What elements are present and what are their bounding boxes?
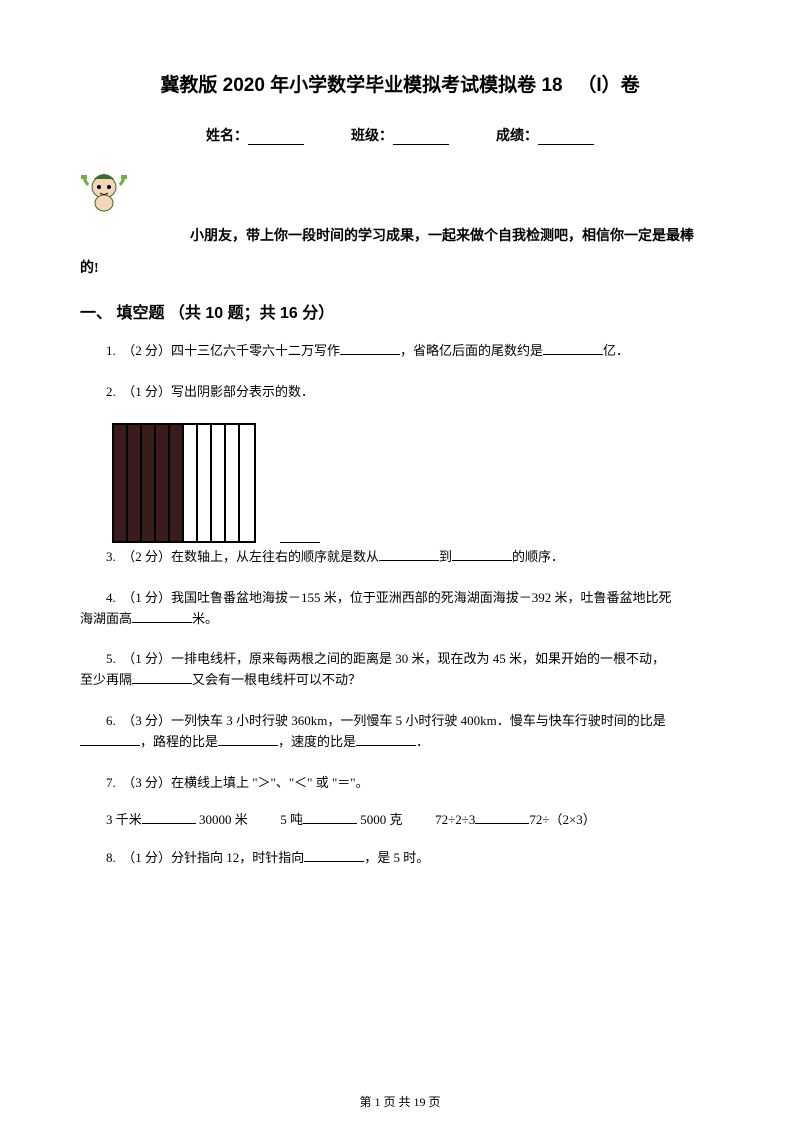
q7-blank-c[interactable]: [475, 812, 529, 824]
greeting-line2: 的!: [80, 261, 99, 276]
q5-blank[interactable]: [132, 672, 192, 684]
q3-pre: 3. （2 分）在数轴上，从左往右的顺序就是数从: [106, 549, 379, 564]
q7-b1: 5 吨: [280, 812, 303, 827]
info-line: 姓名： 班级： 成绩：: [80, 125, 720, 145]
bar-light: [226, 425, 240, 541]
score-label: 成绩：: [496, 129, 538, 144]
bar-light: [198, 425, 212, 541]
q2-figure: [112, 423, 720, 543]
q4-blank[interactable]: [132, 611, 192, 623]
bar-dark: [170, 425, 184, 541]
question-6: 6. （3 分）一列快车 3 小时行驶 360km，一列慢车 5 小时行驶 40…: [80, 711, 720, 753]
bar-dark: [128, 425, 142, 541]
q6-blank2[interactable]: [218, 734, 278, 746]
q6-m1: ，路程的比是: [140, 734, 218, 749]
q1-blank1[interactable]: [340, 343, 400, 355]
question-3: 3. （2 分）在数轴上，从左往右的顺序就是数从 到 的顺序．: [80, 547, 720, 568]
q4-l2b: 米。: [192, 611, 218, 626]
q7-blank-b[interactable]: [303, 812, 357, 824]
q7-b2: 5000 克: [360, 812, 402, 827]
q1-mid: ，省略亿后面的尾数约是: [400, 343, 543, 358]
greeting-line1: 小朋友，带上你一段时间的学习成果，一起来做个自我检测吧，相信你一定是最棒: [190, 229, 694, 244]
bar-dark: [142, 425, 156, 541]
page-footer: 第 1 页 共 19 页: [0, 1093, 800, 1110]
q2-blank[interactable]: [280, 542, 320, 543]
q3-suf: 的顺序．: [512, 549, 564, 564]
q7-blank-a[interactable]: [142, 812, 196, 824]
bar-light: [240, 425, 254, 541]
q6-m2: ，速度的比是: [278, 734, 356, 749]
q8-suf: ，是 5 时。: [364, 850, 429, 865]
class-label: 班级：: [351, 129, 393, 144]
name-label: 姓名：: [206, 129, 248, 144]
q1-suf: 亿．: [603, 343, 629, 358]
question-5: 5. （1 分）一排电线杆，原来每两根之间的距离是 30 米，现在改为 45 米…: [80, 649, 720, 691]
q3-blank1[interactable]: [379, 549, 439, 561]
section-1-head: 一、 填空题 （共 10 题；共 16 分）: [80, 299, 720, 323]
q7-items: 3 千米 30000 米 5 吨 5000 克 72÷2÷3 72÷（2×3）: [80, 809, 720, 828]
question-8: 8. （1 分）分针指向 12，时针指向 ，是 5 时。: [80, 848, 720, 869]
question-7: 7. （3 分）在横线上填上 "＞"、"＜" 或 "＝"。: [80, 773, 720, 794]
class-blank[interactable]: [393, 131, 449, 145]
q7-c1: 72÷2÷3: [435, 812, 475, 827]
mascot-icon: [80, 167, 128, 215]
question-4: 4. （1 分）我国吐鲁番盆地海拔－155 米，位于亚洲西部的死海湖面海拔－39…: [80, 588, 720, 630]
bar-diagram: [112, 423, 256, 543]
page-title: 冀教版 2020 年小学数学毕业模拟考试模拟卷 18 （I）卷: [80, 70, 720, 97]
q8-blank[interactable]: [304, 850, 364, 862]
q6-suf: ．: [416, 734, 429, 749]
q5-l2a: 至少再隔: [80, 672, 132, 687]
q4-l1: 4. （1 分）我国吐鲁番盆地海拔－155 米，位于亚洲西部的死海湖面海拔－39…: [106, 590, 672, 605]
bar-light: [212, 425, 226, 541]
q1-pre: 1. （2 分）四十三亿六千零六十二万写作: [106, 343, 340, 358]
q6-l1: 6. （3 分）一列快车 3 小时行驶 360km，一列慢车 5 小时行驶 40…: [106, 713, 666, 728]
bar-light: [184, 425, 198, 541]
q7-c2: 72÷（2×3）: [529, 812, 595, 827]
q4-l2a: 海湖面高: [80, 611, 132, 626]
q8-pre: 8. （1 分）分针指向 12，时针指向: [106, 850, 304, 865]
q1-blank2[interactable]: [543, 343, 603, 355]
name-blank[interactable]: [248, 131, 304, 145]
mascot-row: [80, 167, 720, 215]
q5-l1: 5. （1 分）一排电线杆，原来每两根之间的距离是 30 米，现在改为 45 米…: [106, 651, 665, 666]
q6-blank1[interactable]: [80, 734, 140, 746]
question-1: 1. （2 分）四十三亿六千零六十二万写作 ，省略亿后面的尾数约是 亿．: [80, 341, 720, 362]
greeting: 小朋友，带上你一段时间的学习成果，一起来做个自我检测吧，相信你一定是最棒 的!: [80, 221, 720, 285]
q6-blank3[interactable]: [356, 734, 416, 746]
bar-dark: [114, 425, 128, 541]
q7-a1: 3 千米: [106, 812, 142, 827]
q7-a2: 30000 米: [199, 812, 248, 827]
q3-blank2[interactable]: [452, 549, 512, 561]
q3-mid: 到: [439, 549, 452, 564]
question-2: 2. （1 分）写出阴影部分表示的数．: [80, 382, 720, 403]
q5-l2b: 又会有一根电线杆可以不动？: [192, 672, 361, 687]
score-blank[interactable]: [538, 131, 594, 145]
bar-dark: [156, 425, 170, 541]
